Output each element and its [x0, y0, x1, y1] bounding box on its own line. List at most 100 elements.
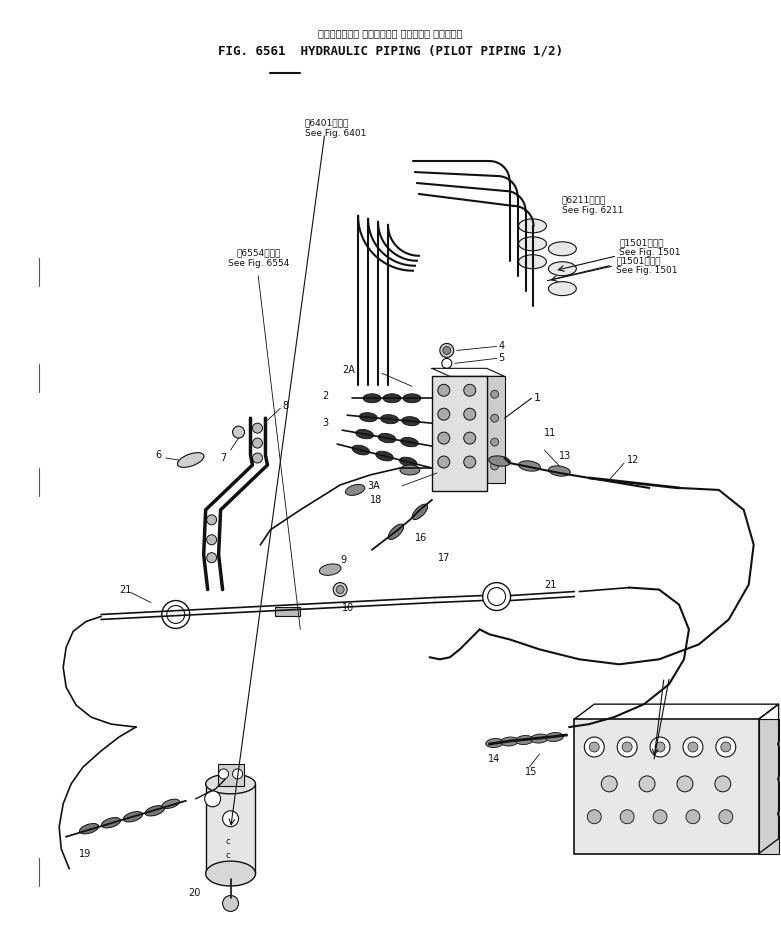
Text: ハイドロリック パイピング　 パイロット パイピング: ハイドロリック パイピング パイロット パイピング	[318, 29, 462, 38]
Bar	[487, 376, 505, 483]
Circle shape	[207, 552, 216, 563]
Text: 16: 16	[415, 533, 427, 543]
Ellipse shape	[515, 736, 533, 744]
Text: 第1501図参照
See Fig. 1501: 第1501図参照 See Fig. 1501	[619, 238, 681, 257]
Ellipse shape	[486, 739, 504, 748]
Bar	[205, 783, 255, 873]
Circle shape	[333, 582, 348, 596]
Circle shape	[223, 896, 238, 912]
Circle shape	[440, 344, 454, 358]
Circle shape	[438, 456, 450, 468]
Ellipse shape	[102, 817, 120, 828]
Circle shape	[677, 776, 693, 792]
Circle shape	[617, 737, 637, 757]
Ellipse shape	[388, 524, 404, 539]
Ellipse shape	[489, 456, 511, 466]
Circle shape	[205, 791, 220, 807]
Circle shape	[464, 456, 476, 468]
Text: FIG. 6561  HYDRAULIC PIPING (PILOT PIPING 1/2): FIG. 6561 HYDRAULIC PIPING (PILOT PIPING…	[217, 45, 562, 58]
Text: 第6554図参照
See Fig. 6554: 第6554図参照 See Fig. 6554	[227, 249, 289, 269]
Circle shape	[490, 438, 498, 446]
Text: 18: 18	[370, 495, 383, 505]
Circle shape	[639, 776, 655, 792]
Ellipse shape	[145, 806, 165, 816]
Ellipse shape	[403, 394, 421, 402]
Circle shape	[716, 737, 736, 757]
Circle shape	[207, 534, 216, 545]
Text: c: c	[226, 851, 230, 860]
Text: 3: 3	[323, 418, 328, 428]
Text: 15: 15	[525, 767, 537, 777]
Circle shape	[233, 426, 244, 438]
Text: 3A: 3A	[367, 481, 380, 491]
Text: 2A: 2A	[342, 365, 355, 375]
Circle shape	[490, 462, 498, 470]
Circle shape	[464, 432, 476, 444]
Ellipse shape	[412, 505, 428, 519]
Circle shape	[590, 742, 599, 752]
Text: 8: 8	[283, 402, 288, 411]
Circle shape	[719, 810, 733, 824]
Text: c: c	[226, 837, 230, 846]
Ellipse shape	[319, 563, 341, 576]
Text: 4: 4	[498, 342, 505, 351]
Text: 1: 1	[533, 393, 540, 403]
Text: 7: 7	[220, 453, 226, 463]
Circle shape	[683, 737, 703, 757]
Ellipse shape	[376, 451, 394, 461]
Ellipse shape	[519, 255, 547, 269]
Ellipse shape	[401, 437, 419, 446]
Circle shape	[620, 810, 634, 824]
Ellipse shape	[548, 282, 576, 296]
Ellipse shape	[519, 219, 547, 233]
Ellipse shape	[359, 413, 377, 422]
Circle shape	[483, 582, 511, 610]
Text: 12: 12	[627, 455, 640, 465]
Text: 21: 21	[119, 585, 131, 594]
Circle shape	[233, 769, 243, 779]
Ellipse shape	[778, 774, 781, 783]
Circle shape	[464, 408, 476, 420]
Ellipse shape	[205, 861, 255, 886]
Text: 19: 19	[79, 849, 91, 858]
Circle shape	[252, 423, 262, 433]
Circle shape	[438, 432, 450, 444]
Circle shape	[438, 408, 450, 420]
Ellipse shape	[400, 465, 420, 475]
Ellipse shape	[205, 774, 255, 794]
Text: 第6401図参照
See Fig. 6401: 第6401図参照 See Fig. 6401	[305, 118, 366, 138]
Ellipse shape	[80, 824, 98, 834]
Circle shape	[336, 586, 344, 593]
Circle shape	[443, 346, 451, 355]
Circle shape	[442, 358, 451, 369]
Ellipse shape	[399, 457, 417, 467]
Text: 20: 20	[188, 888, 201, 899]
Circle shape	[490, 415, 498, 422]
Circle shape	[653, 810, 667, 824]
Circle shape	[252, 438, 262, 448]
Circle shape	[650, 737, 670, 757]
Circle shape	[601, 776, 617, 792]
Text: 14: 14	[487, 754, 500, 764]
Circle shape	[721, 742, 731, 752]
Circle shape	[438, 385, 450, 396]
Text: 第1501図参照
See Fig. 1501: 第1501図参照 See Fig. 1501	[616, 256, 678, 275]
Ellipse shape	[548, 262, 576, 276]
Circle shape	[252, 453, 262, 463]
Ellipse shape	[380, 415, 398, 424]
Circle shape	[219, 769, 229, 779]
Ellipse shape	[355, 430, 373, 439]
Circle shape	[622, 742, 632, 752]
Ellipse shape	[548, 241, 576, 256]
Ellipse shape	[778, 739, 781, 749]
Bar	[218, 764, 244, 786]
Text: 11: 11	[544, 428, 557, 438]
Ellipse shape	[162, 799, 180, 809]
Ellipse shape	[123, 812, 143, 822]
Ellipse shape	[545, 733, 563, 741]
Text: 第6211図参照
See Fig. 6211: 第6211図参照 See Fig. 6211	[562, 196, 623, 214]
Text: 6: 6	[156, 450, 162, 461]
Ellipse shape	[501, 737, 519, 746]
Circle shape	[490, 390, 498, 398]
Circle shape	[487, 588, 505, 606]
